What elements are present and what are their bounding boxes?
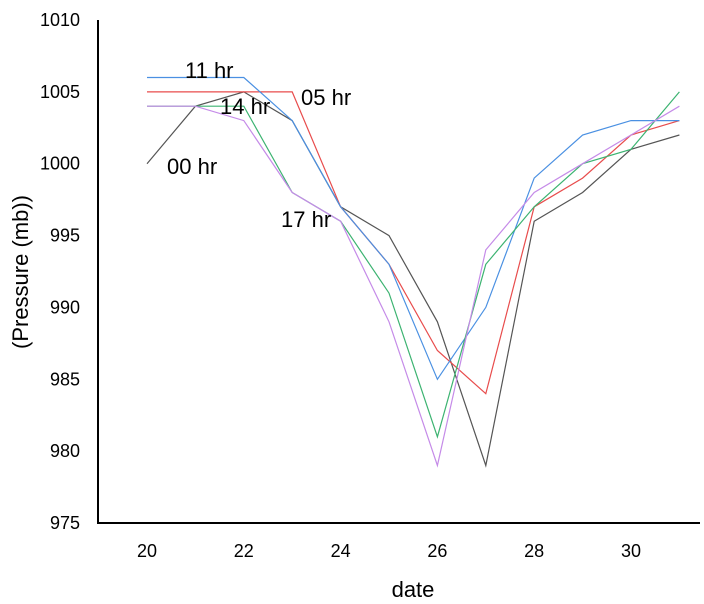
x-tick-label: 30 bbox=[621, 541, 641, 561]
x-axis-title: date bbox=[392, 577, 435, 602]
series-line-14-hr bbox=[147, 91, 680, 439]
y-tick-label: 990 bbox=[50, 297, 80, 317]
x-tick-label: 24 bbox=[331, 541, 351, 561]
y-tick-labels: 975 980 985 990 995 1000 1005 1010 bbox=[40, 10, 80, 533]
x-tick-labels: 20 22 24 26 28 30 bbox=[137, 541, 641, 561]
series-layer bbox=[146, 76, 680, 468]
y-tick-label: 980 bbox=[50, 441, 80, 461]
y-tick-label: 1000 bbox=[40, 154, 80, 174]
x-tick-label: 22 bbox=[234, 541, 254, 561]
series-label-14-hr: 14 hr bbox=[220, 94, 270, 119]
series-label-00-hr: 00 hr bbox=[167, 154, 217, 179]
series-line-11-hr bbox=[147, 76, 680, 381]
y-tick-label: 975 bbox=[50, 513, 80, 533]
series-label-11-hr: 11 hr bbox=[185, 58, 234, 83]
series-label-05-hr: 05 hr bbox=[301, 85, 351, 110]
x-tick-label: 26 bbox=[427, 541, 447, 561]
series-line-17-hr bbox=[147, 105, 680, 468]
y-axis-title: (Pressure (mb)) bbox=[8, 195, 33, 349]
series-line-05-hr bbox=[147, 91, 680, 395]
y-tick-label: 1010 bbox=[40, 10, 80, 30]
series-line-00-hr bbox=[146, 91, 680, 468]
series-labels: 11 hr 05 hr 14 hr 00 hr 17 hr bbox=[167, 58, 351, 232]
y-tick-label: 985 bbox=[50, 369, 80, 389]
x-tick-label: 28 bbox=[524, 541, 544, 561]
y-tick-label: 1005 bbox=[40, 82, 80, 102]
y-tick-label: 995 bbox=[50, 226, 80, 246]
x-tick-label: 20 bbox=[137, 541, 157, 561]
series-label-17-hr: 17 hr bbox=[281, 207, 331, 232]
